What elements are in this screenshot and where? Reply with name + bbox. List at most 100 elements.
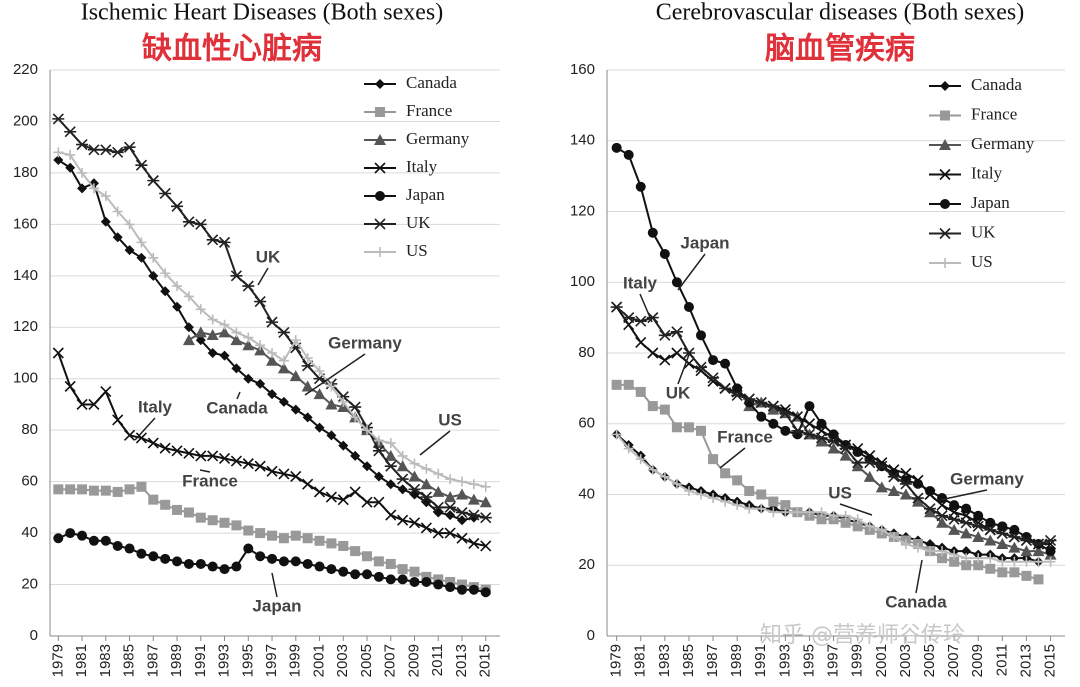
marker [77, 530, 88, 541]
marker [242, 280, 255, 292]
marker [124, 245, 135, 256]
annotation-arrow [236, 391, 241, 400]
chart-subtitle: 脑血管疾病 [765, 32, 915, 67]
marker [479, 496, 492, 508]
marker [911, 495, 924, 507]
marker [937, 553, 948, 564]
marker [960, 527, 973, 539]
marker [100, 386, 112, 398]
marker [852, 447, 863, 458]
marker [839, 449, 852, 461]
marker [1008, 541, 1021, 553]
marker [313, 486, 326, 498]
marker [384, 460, 397, 472]
x-tick-label: 1985 [680, 644, 697, 677]
marker [349, 401, 362, 413]
marker [409, 566, 420, 577]
marker [659, 354, 671, 366]
marker [696, 330, 707, 341]
legend-marker [940, 258, 950, 268]
marker [732, 475, 743, 486]
marker [266, 316, 279, 328]
marker [160, 286, 171, 297]
marker [124, 543, 135, 554]
marker [961, 546, 972, 557]
marker [375, 79, 385, 89]
marker [408, 517, 421, 529]
annotation-arrow [677, 351, 691, 385]
marker [112, 206, 123, 217]
marker [374, 134, 386, 145]
marker [277, 326, 290, 338]
marker [768, 418, 779, 429]
y-tick-label: 200 [13, 112, 38, 129]
marker [408, 483, 421, 495]
marker [960, 517, 973, 529]
marker [396, 473, 409, 485]
marker [52, 347, 64, 359]
marker [839, 442, 852, 455]
marker [852, 514, 863, 525]
marker [940, 81, 950, 91]
marker [961, 503, 972, 514]
legend-marker [939, 168, 951, 181]
marker [277, 362, 290, 374]
marker [373, 471, 384, 482]
marker [876, 524, 887, 535]
marker [314, 422, 325, 433]
x-tick-label: 2011 [993, 644, 1010, 676]
marker [64, 380, 76, 393]
marker [623, 149, 634, 160]
marker [444, 501, 457, 513]
marker [326, 381, 337, 392]
marker [290, 556, 301, 567]
y-tick-label: 0 [587, 627, 595, 644]
marker [925, 485, 936, 496]
marker [231, 520, 242, 531]
marker [112, 414, 124, 426]
marker [611, 379, 622, 390]
marker [1020, 534, 1033, 547]
marker [243, 525, 254, 536]
x-tick-label: 1995 [800, 644, 817, 677]
x-tick-label: 2011 [429, 644, 446, 676]
marker [159, 187, 172, 200]
marker [100, 485, 111, 496]
marker [207, 450, 219, 462]
marker [622, 312, 635, 324]
marker [231, 363, 242, 374]
marker [385, 574, 396, 585]
marker [302, 353, 313, 364]
legend-label: Germany [971, 134, 1035, 153]
marker [267, 530, 278, 541]
marker [350, 412, 361, 423]
marker [827, 442, 840, 454]
annotation-arrow [134, 417, 156, 441]
marker [940, 199, 950, 209]
y-tick-label: 160 [13, 215, 38, 232]
marker [671, 422, 682, 433]
marker [444, 527, 456, 539]
annotation: Japan [252, 596, 301, 615]
marker [647, 347, 659, 359]
x-tick-label: 2009 [405, 644, 422, 677]
marker [254, 460, 266, 472]
series [53, 147, 491, 492]
marker [76, 139, 89, 151]
marker [996, 527, 1009, 539]
annotation-arrow [939, 489, 988, 501]
marker [195, 558, 206, 569]
marker [468, 479, 479, 490]
y-tick-label: 140 [13, 267, 38, 284]
marker [278, 396, 289, 407]
marker [468, 537, 480, 549]
marker [194, 218, 207, 230]
marker [635, 336, 647, 348]
marker [290, 335, 301, 346]
marker [290, 530, 301, 541]
marker [433, 579, 444, 590]
marker [397, 484, 408, 495]
marker [172, 281, 183, 292]
legend-label: US [406, 241, 428, 260]
marker [756, 411, 767, 422]
